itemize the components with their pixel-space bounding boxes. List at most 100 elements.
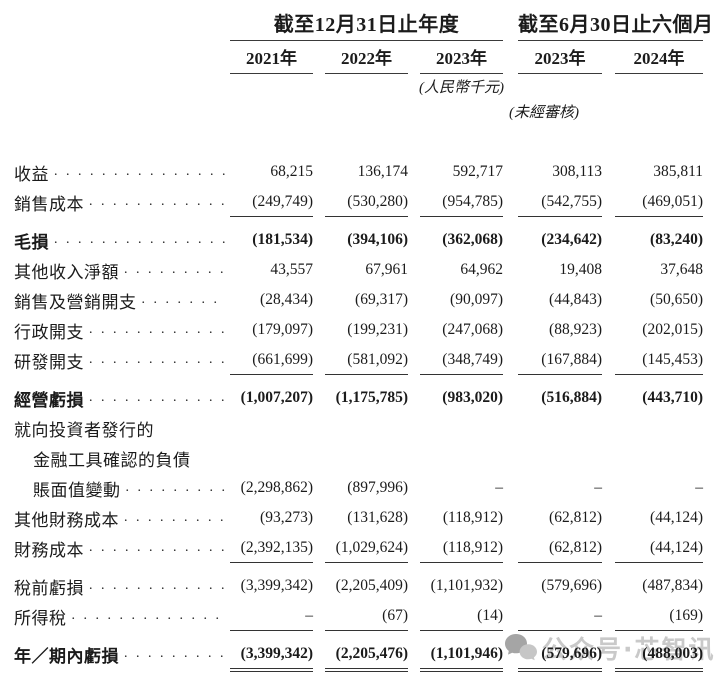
value-cell: (67) <box>325 601 408 631</box>
table-row: 銷售成本 . . . . . . . . . . . . . . . . . .… <box>14 187 720 217</box>
value-cell: 385,811 <box>653 163 703 180</box>
value-cell: – <box>495 479 503 496</box>
value-cell: 136,174 <box>357 163 408 180</box>
unit-note-row: (人民幣千元) <box>14 74 720 99</box>
value-cell: (118,912) <box>420 533 503 563</box>
row-label-text: 就向投資者發行的 <box>14 420 154 440</box>
audit-note-row: (未經審核) <box>14 99 720 124</box>
value-cell: (83,240) <box>650 231 703 248</box>
row-label-text: 銷售成本 <box>14 194 84 214</box>
year-column-2021: 2021年 <box>230 41 313 74</box>
income-statement-table: 截至12月31日止年度 截至6月30日止六個月 2021年 2022年 2023… <box>14 8 720 672</box>
value-cell: (118,912) <box>442 509 503 526</box>
row-label: 就向投資者發行的 <box>14 416 703 441</box>
value-cell: 43,557 <box>270 261 313 278</box>
row-label-text: 毛損 <box>14 232 49 252</box>
row-label: 所得稅 . . . . . . . . . . . . . . . . . . … <box>14 604 230 629</box>
value-cell: 37,648 <box>660 261 703 278</box>
value-cell: (2,392,135) <box>230 533 313 563</box>
value-cell: (62,812) <box>518 533 602 563</box>
value-cell: – <box>695 479 703 496</box>
value-cell: (50,650) <box>650 291 703 308</box>
row-label: 金融工具確認的負債 <box>14 446 703 471</box>
table-row: 其他收入淨額 . . . . . . . . . . . . . . . . .… <box>14 255 720 285</box>
table-row: 財務成本 . . . . . . . . . . . . . . . . . .… <box>14 533 720 563</box>
row-label-text: 財務成本 <box>14 540 84 560</box>
value-cell: (202,015) <box>642 321 703 338</box>
value-cell: (1,007,207) <box>240 389 313 406</box>
value-cell: (1,101,946) <box>420 639 503 672</box>
column-group-interim: 截至6月30日止六個月 <box>518 8 713 41</box>
value-cell: (247,068) <box>442 321 503 338</box>
value-cell: (249,749) <box>230 187 313 217</box>
table-row: 所得稅 . . . . . . . . . . . . . . . . . . … <box>14 601 720 631</box>
row-label-text: 其他財務成本 <box>14 510 119 530</box>
value-cell: (199,231) <box>347 321 408 338</box>
year-column-2023-interim: 2023年 <box>518 41 602 74</box>
dot-leader: . . . . . . . . . . . . . . . . . . . . … <box>89 322 226 337</box>
value-cell: (131,628) <box>347 509 408 526</box>
dot-leader: . . . . . . . . . . . . . . . . . . . . … <box>89 352 226 367</box>
value-cell: (542,755) <box>518 187 602 217</box>
value-cell: 592,717 <box>452 163 503 180</box>
value-cell: (2,205,476) <box>325 639 408 672</box>
value-cell: (581,092) <box>325 345 408 375</box>
row-label: 其他收入淨額 . . . . . . . . . . . . . . . . .… <box>14 258 230 283</box>
value-cell: (348,749) <box>420 345 503 375</box>
table-row: 就向投資者發行的 <box>14 413 720 443</box>
value-cell: (2,298,862) <box>240 479 313 496</box>
value-cell: (2,205,409) <box>335 577 408 594</box>
value-cell: (487,834) <box>642 577 703 594</box>
row-label-text: 經營虧損 <box>14 390 84 410</box>
dot-leader: . . . . . . . . . . . . . . . . . . . . … <box>89 578 226 593</box>
value-cell: (516,884) <box>541 389 602 406</box>
row-label-text: 金融工具確認的負債 <box>33 450 191 470</box>
dot-leader: . . . . . . . . . . . . . . . . . . . . … <box>54 164 226 179</box>
dot-leader: . . . . . . . . . . . . . . . . . . . . … <box>89 540 226 555</box>
table-row: 稅前虧損 . . . . . . . . . . . . . . . . . .… <box>14 571 720 601</box>
value-cell: (167,884) <box>518 345 602 375</box>
value-cell: (90,097) <box>450 291 503 308</box>
row-label: 賬面值變動 . . . . . . . . . . . . . . . . . … <box>14 476 230 501</box>
value-cell: (983,020) <box>442 389 503 406</box>
value-cell: (443,710) <box>642 389 703 406</box>
dot-leader: . . . . . . . . . . . . . . . . . . . . … <box>124 510 226 525</box>
value-cell: 308,113 <box>552 163 602 180</box>
row-label: 稅前虧損 . . . . . . . . . . . . . . . . . .… <box>14 574 230 599</box>
column-group-annual: 截至12月31日止年度 <box>230 8 503 41</box>
watermark-text: 公众号·芯智讯 <box>542 635 716 664</box>
value-cell: (234,642) <box>541 231 602 248</box>
value-cell: (530,280) <box>325 187 408 217</box>
value-cell: (93,273) <box>260 509 313 526</box>
table-row: 金融工具確認的負債 <box>14 443 720 473</box>
row-label-text: 所得稅 <box>14 608 67 628</box>
row-label-text: 研發開支 <box>14 352 84 372</box>
dot-leader: . . . . . . . . . . . . . . . . . . . . … <box>124 262 226 277</box>
value-cell: (88,923) <box>549 321 602 338</box>
dot-leader: . . . . . . . . . . . . . . . . . . . . … <box>141 292 227 307</box>
value-cell: (579,696) <box>518 639 602 672</box>
table-row: 收益 . . . . . . . . . . . . . . . . . . .… <box>14 157 720 187</box>
row-label: 財務成本 . . . . . . . . . . . . . . . . . .… <box>14 536 230 561</box>
table-row: 經營虧損 . . . . . . . . . . . . . . . . . .… <box>14 383 720 413</box>
currency-unit-note: (人民幣千元) <box>419 80 504 96</box>
row-label: 年／期內虧損 . . . . . . . . . . . . . . . . .… <box>14 642 230 667</box>
value-cell: – <box>594 479 602 496</box>
row-label: 研發開支 . . . . . . . . . . . . . . . . . .… <box>14 348 230 373</box>
row-label-text: 賬面值變動 <box>33 480 121 500</box>
row-label-text: 行政開支 <box>14 322 84 342</box>
value-cell: (3,399,342) <box>230 639 313 672</box>
value-cell: (1,029,624) <box>325 533 408 563</box>
column-group-header-row: 截至12月31日止年度 截至6月30日止六個月 <box>14 8 720 41</box>
value-cell: (469,051) <box>615 187 703 217</box>
row-label-text: 銷售及營銷開支 <box>14 292 137 312</box>
row-label: 銷售成本 . . . . . . . . . . . . . . . . . .… <box>14 190 230 215</box>
value-cell: (28,434) <box>260 291 313 308</box>
year-header-row: 2021年 2022年 2023年 2023年 2024年 <box>14 41 720 74</box>
year-column-2023: 2023年 <box>420 41 503 74</box>
value-cell: (14) <box>420 601 503 631</box>
row-label: 經營虧損 . . . . . . . . . . . . . . . . . .… <box>14 386 230 411</box>
table-row: 其他財務成本 . . . . . . . . . . . . . . . . .… <box>14 503 720 533</box>
value-cell: 68,215 <box>270 163 313 180</box>
